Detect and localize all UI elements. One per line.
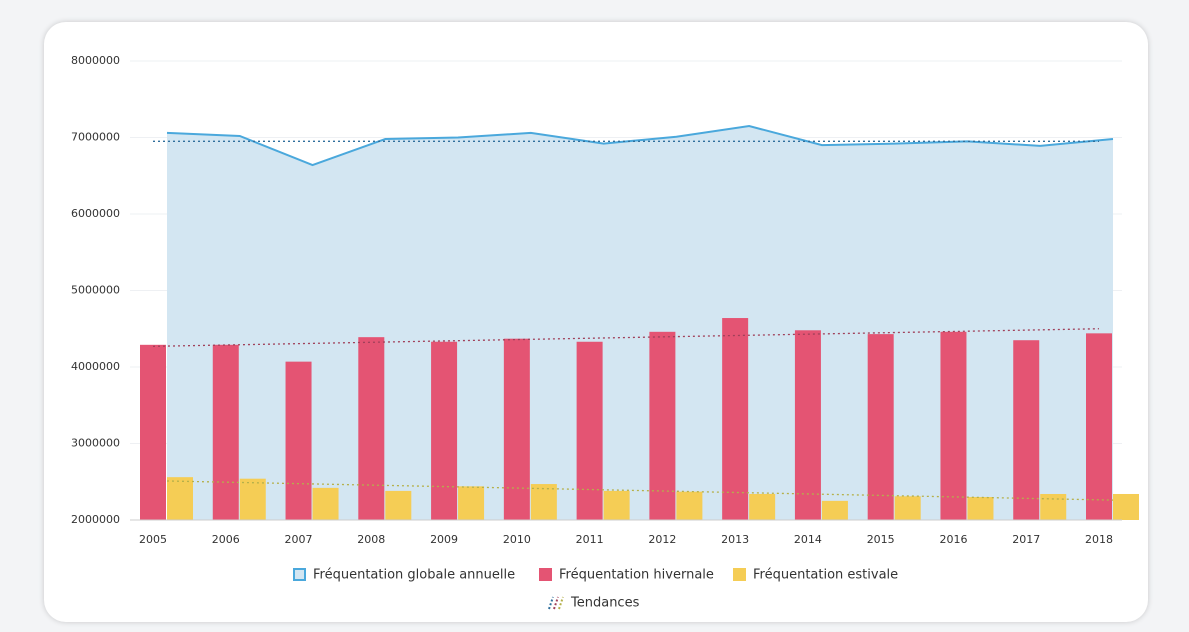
legend-swatch: [539, 568, 552, 581]
bar: [867, 334, 894, 520]
x-tick-label: 2009: [430, 533, 458, 546]
y-tick-label: 2000000: [71, 513, 120, 526]
bar: [285, 361, 312, 520]
legend-swatch: [733, 568, 746, 581]
x-tick-label: 2008: [357, 533, 385, 546]
bar: [503, 338, 530, 520]
bar: [385, 490, 412, 520]
y-tick-label: 8000000: [71, 54, 120, 67]
bar: [312, 487, 339, 520]
y-tick-label: 6000000: [71, 207, 120, 220]
bar: [167, 477, 193, 520]
legend-trend-swatch: [548, 596, 554, 610]
bar: [212, 344, 239, 520]
bar: [749, 493, 776, 520]
bar: [1040, 493, 1067, 520]
x-tick-label: 2012: [648, 533, 676, 546]
bar: [1113, 493, 1139, 520]
line: [166, 125, 1114, 167]
bar: [722, 318, 749, 520]
y-tick-label: 4000000: [71, 360, 120, 373]
bar: [794, 330, 821, 520]
x-tick-label: 2013: [721, 533, 749, 546]
legend-trend-swatch: [558, 596, 564, 610]
bar: [576, 341, 603, 520]
x-tick-label: 2018: [1085, 533, 1113, 546]
y-tick-label: 3000000: [71, 437, 120, 450]
y-tick-label: 7000000: [71, 131, 120, 144]
bar: [458, 486, 485, 520]
x-tick-label: 2010: [503, 533, 531, 546]
bar: [530, 484, 557, 520]
bar: [239, 478, 266, 520]
bar: [1086, 333, 1112, 520]
bar: [967, 497, 994, 520]
legend-label: Fréquentation hivernale: [559, 568, 714, 583]
x-tick-label: 2016: [939, 533, 967, 546]
x-tick-label: 2005: [139, 533, 167, 546]
x-tick-label: 2006: [212, 533, 240, 546]
legend-trend-swatch: [553, 596, 559, 610]
bar: [649, 331, 676, 520]
bar: [431, 341, 458, 520]
bar: [676, 491, 703, 520]
x-tick-label: 2011: [576, 533, 604, 546]
bar: [603, 490, 630, 520]
legend-swatch: [293, 568, 306, 581]
bar: [940, 331, 967, 520]
x-tick-label: 2007: [285, 533, 313, 546]
bar: [821, 500, 848, 520]
y-tick-label: 5000000: [71, 284, 120, 297]
legend-label: Fréquentation globale annuelle: [313, 568, 515, 583]
x-tick-label: 2015: [867, 533, 895, 546]
legend-label: Tendances: [570, 596, 640, 611]
bar: [894, 496, 921, 520]
legend-label: Fréquentation estivale: [753, 568, 898, 583]
bar: [358, 337, 385, 520]
bar: [140, 344, 166, 520]
x-tick-label: 2014: [794, 533, 822, 546]
x-tick-label: 2017: [1012, 533, 1040, 546]
bar: [1013, 340, 1040, 520]
